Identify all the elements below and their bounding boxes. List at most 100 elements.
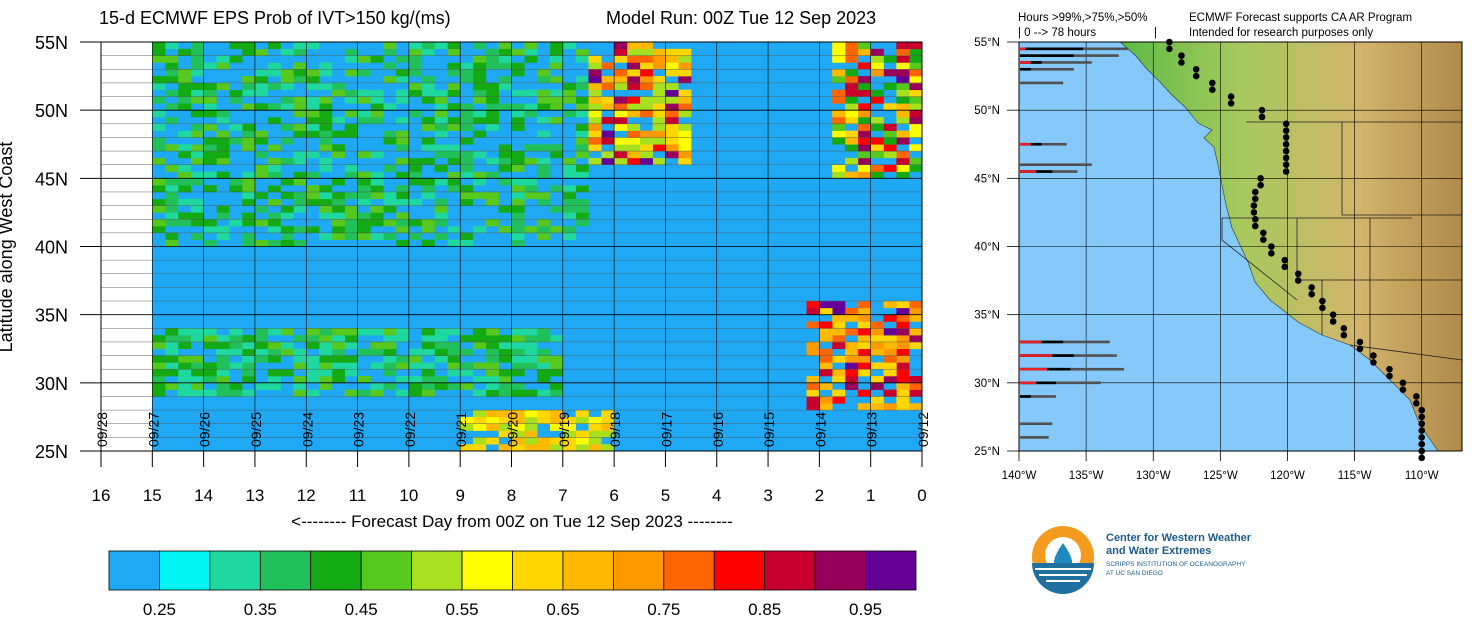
heatmap-cell — [280, 239, 294, 247]
heatmap-cell — [152, 226, 166, 234]
bar-99pct — [1020, 170, 1037, 173]
heatmap-cell — [652, 110, 666, 118]
heatmap-cell — [652, 96, 666, 104]
heatmap-cell — [473, 328, 487, 336]
transect-dot — [1227, 100, 1235, 107]
heatmap-cell — [165, 341, 179, 350]
heatmap-cell — [177, 328, 192, 336]
heatmap-cell — [229, 232, 243, 240]
colorbar-swatch — [865, 550, 917, 591]
transect-dot — [1209, 86, 1216, 94]
heatmap-cell — [203, 116, 217, 125]
heatmap-cell — [537, 348, 551, 356]
heatmap-cell — [896, 55, 910, 63]
x-tick-label: 5 — [661, 486, 670, 505]
heatmap-cell — [370, 82, 384, 91]
heatmap-cell — [152, 335, 166, 343]
date-label: 09/18 — [607, 412, 623, 447]
heatmap-cell — [511, 226, 525, 234]
heatmap-cell — [485, 369, 499, 377]
heatmap-cell — [216, 341, 230, 350]
heatmap-cell — [216, 55, 230, 63]
heatmap-cell — [652, 48, 666, 56]
heatmap-cell — [280, 48, 294, 56]
heatmap-cell — [229, 185, 243, 193]
heatmap-cell — [293, 76, 307, 84]
heatmap-cell — [447, 362, 461, 370]
heatmap-cell — [806, 348, 820, 356]
heatmap-cell — [280, 232, 294, 240]
heatmap-cell — [524, 348, 538, 356]
heatmap-cell — [845, 362, 859, 370]
heatmap-cell — [473, 178, 487, 186]
heatmap-cell — [909, 144, 923, 152]
heatmap-cell — [883, 328, 897, 336]
heatmap-cell — [331, 328, 346, 336]
heatmap-cell — [524, 42, 538, 50]
heatmap-cell — [396, 96, 410, 104]
heatmap-cell — [537, 416, 551, 425]
heatmap-cell — [639, 62, 653, 70]
heatmap-cell — [396, 212, 410, 220]
heatmap-cell — [447, 239, 461, 247]
heatmap-cell — [408, 362, 423, 370]
heatmap-cell — [485, 423, 499, 431]
heatmap-cell — [485, 376, 499, 384]
heatmap-cell — [575, 144, 589, 152]
heatmap-cell — [152, 362, 166, 370]
heatmap-cell — [319, 171, 333, 179]
heatmap-cell — [344, 55, 358, 63]
heatmap-cell — [562, 212, 576, 220]
heatmap-cell — [549, 382, 564, 390]
heatmap-cell — [242, 76, 256, 84]
heatmap-cell — [498, 423, 512, 431]
heatmap-cell — [626, 137, 641, 145]
heatmap-cell — [857, 157, 871, 165]
heatmap-cell — [909, 42, 923, 50]
heatmap-cell — [370, 164, 384, 172]
heatmap-cell — [460, 137, 474, 145]
heatmap-cell — [614, 110, 628, 118]
heatmap-cell — [280, 55, 294, 63]
heatmap-cell — [498, 157, 512, 165]
heatmap-cell — [152, 355, 166, 363]
heatmap-cell — [639, 42, 653, 50]
heatmap-cell — [485, 239, 499, 247]
heatmap-cell — [819, 328, 833, 336]
heatmap-cell — [485, 355, 499, 363]
heatmap-cell — [344, 362, 358, 370]
date-label: 09/21 — [453, 412, 469, 447]
heatmap-cell — [832, 48, 846, 56]
heatmap-cell — [190, 151, 204, 159]
heatmap-cell — [460, 103, 474, 111]
x-tick-label: 6 — [609, 486, 618, 505]
heatmap-cell — [319, 382, 333, 390]
heatmap-cell — [485, 348, 499, 356]
heatmap-cell — [665, 82, 679, 91]
heatmap-cell — [280, 191, 294, 200]
heatmap-cell — [498, 55, 512, 63]
heatmap-cell — [857, 116, 871, 125]
heatmap-cell — [537, 369, 551, 377]
transect-dot — [1257, 181, 1264, 189]
heatmap-cell — [857, 369, 871, 377]
heatmap-cell — [177, 362, 192, 370]
heatmap-cell — [408, 151, 423, 159]
heatmap-cell — [280, 369, 294, 377]
heatmap-cell — [383, 62, 397, 70]
heatmap-cell — [242, 82, 256, 91]
heatmap-cell — [447, 205, 461, 213]
heatmap-cell — [549, 62, 564, 70]
heatmap-cell — [370, 219, 384, 227]
heatmap-cell — [152, 103, 166, 111]
bar-50pct — [1020, 67, 1074, 71]
heatmap-cell — [319, 205, 333, 213]
y-axis-label: Latitude along West Coast — [0, 142, 16, 353]
heatmap-cell — [177, 389, 192, 397]
heatmap-cell — [177, 355, 192, 363]
heatmap-cell — [485, 198, 499, 206]
heatmap-cell — [165, 178, 179, 186]
heatmap-cell — [896, 301, 910, 309]
heatmap-cell — [242, 103, 256, 111]
heatmap-cell — [306, 198, 320, 206]
